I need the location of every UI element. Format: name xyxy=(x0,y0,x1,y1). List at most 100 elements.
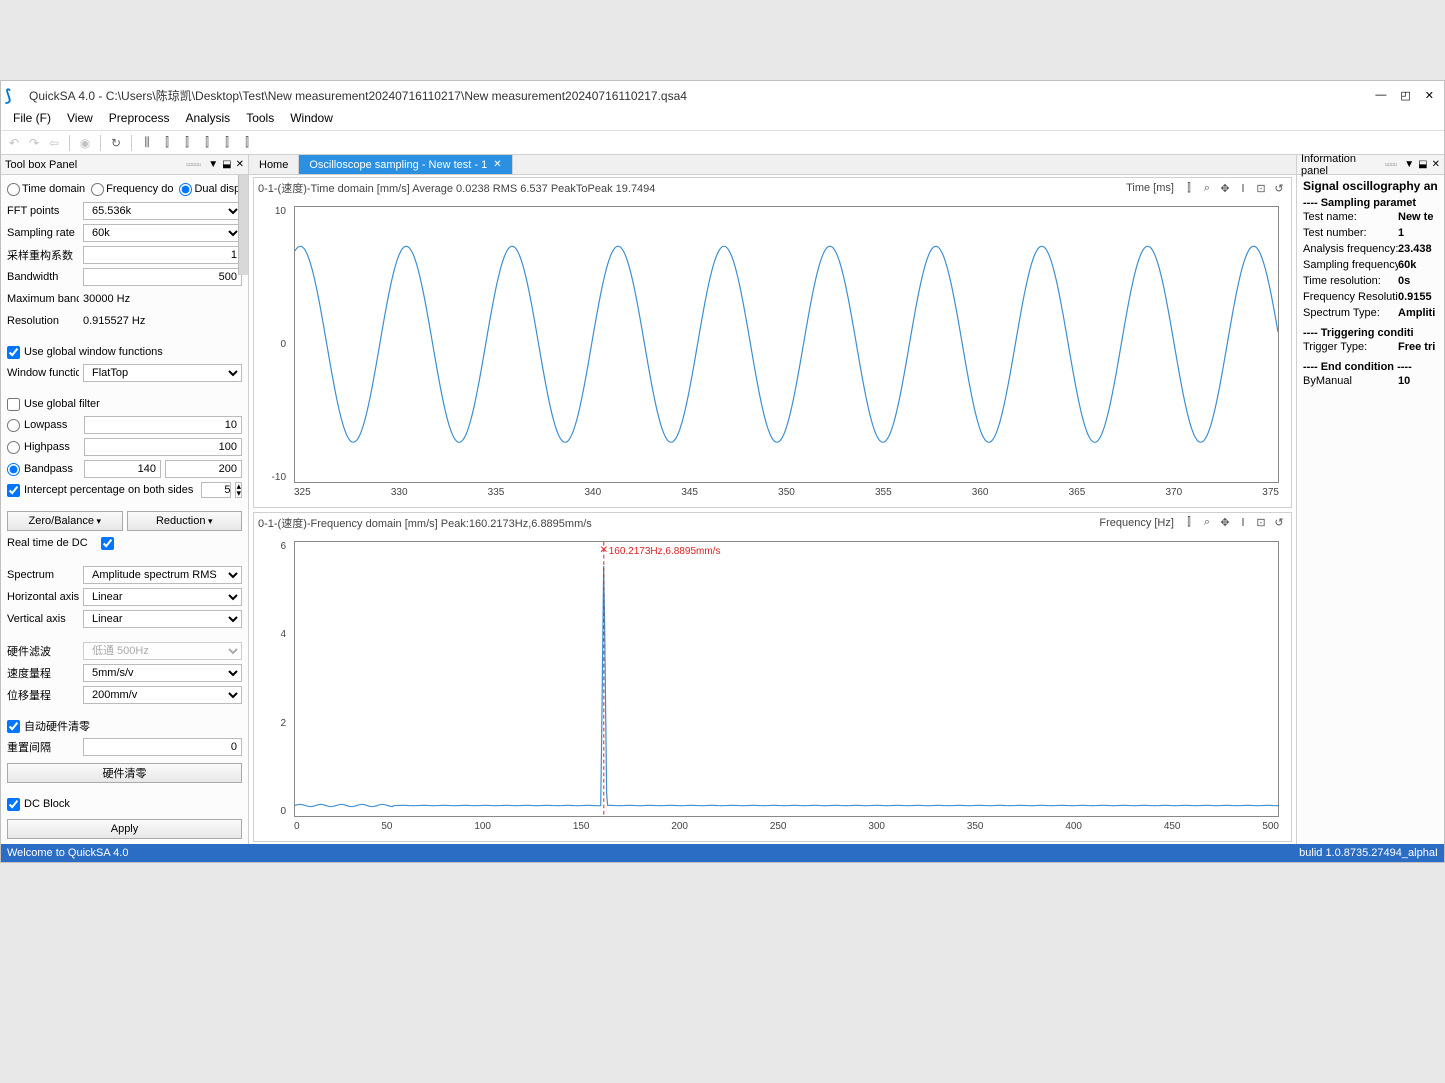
info-trigger-section: ---- Triggering conditi xyxy=(1303,327,1438,339)
reduction-button[interactable]: Reduction xyxy=(127,511,243,531)
freq-tool-zoom-icon[interactable]: ⌕ xyxy=(1199,515,1215,531)
spectrum-select[interactable]: Amplitude spectrum RMS xyxy=(83,566,242,584)
info-pin-icon[interactable]: ⬓ xyxy=(1418,159,1427,170)
refresh-icon[interactable]: ↻ xyxy=(107,134,125,152)
hw-filter-select[interactable]: 低通 500Hz xyxy=(83,642,242,660)
time-domain-radio[interactable] xyxy=(7,183,20,196)
dual-display-radio[interactable] xyxy=(179,183,192,196)
lowpass-input[interactable] xyxy=(84,416,242,434)
highpass-radio[interactable] xyxy=(7,441,20,454)
maximize-button[interactable]: ◰ xyxy=(1400,89,1410,102)
bandpass-radio[interactable] xyxy=(7,463,20,476)
menu-view[interactable]: View xyxy=(59,109,101,130)
freq-tool-reset-icon[interactable]: ↺ xyxy=(1271,515,1287,531)
status-right: bulid 1.0.8735.27494_alphaI xyxy=(1299,847,1438,859)
use-global-window-check[interactable] xyxy=(7,346,20,359)
tab-close-icon[interactable]: ✕ xyxy=(493,159,501,170)
auto-hw-zero-check[interactable] xyxy=(7,720,20,733)
info-row: Test number:1 xyxy=(1303,227,1438,243)
freq-tool-cursors-icon[interactable]: ⫿ xyxy=(1181,515,1197,531)
freq-domain-radio[interactable] xyxy=(91,183,104,196)
menu-tools[interactable]: Tools xyxy=(238,109,282,130)
toolbox-close-icon[interactable]: ✕ xyxy=(236,159,244,170)
info-dropdown-icon[interactable]: ▼ xyxy=(1404,159,1414,170)
app-logo: ⟆ xyxy=(5,86,23,104)
apply-button[interactable]: Apply xyxy=(7,819,242,839)
rt-dc-check[interactable] xyxy=(101,537,114,550)
display-mode-group: Time domain Frequency do Dual display xyxy=(7,179,242,199)
info-row: Test name:New te xyxy=(1303,211,1438,227)
intercept-check[interactable] xyxy=(7,484,20,497)
menu-file[interactable]: File (F) xyxy=(5,109,59,130)
bars-icon[interactable]: ⫼ xyxy=(138,134,156,152)
window-title: QuickSA 4.0 - C:\Users\陈琼凯\Desktop\Test\… xyxy=(29,87,1375,104)
resolution-value: 0.915527 Hz xyxy=(83,315,145,327)
minimize-button[interactable]: — xyxy=(1375,89,1386,102)
status-left: Welcome to QuickSA 4.0 xyxy=(7,847,1299,859)
align2-icon[interactable]: ⫿ xyxy=(178,134,196,152)
close-button[interactable]: ✕ xyxy=(1425,89,1434,102)
freq-peak-label: 160.2173Hz,6.8895mm/s xyxy=(609,546,721,557)
info-main-title: Signal oscillography an xyxy=(1303,179,1438,193)
menu-analysis[interactable]: Analysis xyxy=(178,109,239,130)
info-row: Analysis frequency:23.438 xyxy=(1303,243,1438,259)
info-row: Spectrum Type:Ampliti xyxy=(1303,307,1438,323)
freq-tool-fit-icon[interactable]: ⊡ xyxy=(1253,515,1269,531)
freq-tool-pan-icon[interactable]: ✥ xyxy=(1217,515,1233,531)
titlebar: ⟆ QuickSA 4.0 - C:\Users\陈琼凯\Desktop\Tes… xyxy=(1,81,1444,109)
info-row: ByManual10 xyxy=(1303,375,1438,391)
time-tool-reset-icon[interactable]: ↺ xyxy=(1271,180,1287,196)
align3-icon[interactable]: ⫿ xyxy=(198,134,216,152)
time-tool-zoom-icon[interactable]: ⌕ xyxy=(1199,180,1215,196)
time-tool-pan-icon[interactable]: ✥ xyxy=(1217,180,1233,196)
bandpass-low-input[interactable] xyxy=(84,460,161,478)
use-global-filter-check[interactable] xyxy=(7,398,20,411)
toolbox-dropdown-icon[interactable]: ▼ xyxy=(208,159,218,170)
tab-home[interactable]: Home xyxy=(249,155,299,174)
vel-range-select[interactable]: 5mm/s/v xyxy=(83,664,242,682)
info-sampling-section: ---- Sampling paramet xyxy=(1303,197,1438,209)
intercept-input[interactable] xyxy=(201,482,231,498)
time-tool-fit-icon[interactable]: ⊡ xyxy=(1253,180,1269,196)
redo-icon[interactable]: ↷ xyxy=(25,134,43,152)
undo-icon[interactable]: ↶ xyxy=(5,134,23,152)
dc-block-check[interactable] xyxy=(7,798,20,811)
reconstruct-coef-input[interactable] xyxy=(83,246,242,264)
time-tool-cursors-icon[interactable]: ⫿ xyxy=(1181,180,1197,196)
freq-chart-title: 0-1-(速度)-Frequency domain [mm/s] Peak:16… xyxy=(258,515,1099,531)
freq-tool-textcursor-icon[interactable]: Ⅰ xyxy=(1235,515,1251,531)
zero-balance-button[interactable]: Zero/Balance xyxy=(7,511,123,531)
menu-preprocess[interactable]: Preprocess xyxy=(101,109,178,130)
time-chart-body[interactable]: 100-10 325330335340345350355360365370375 xyxy=(254,198,1291,507)
toolbox-title: Tool box Panel xyxy=(5,159,182,171)
intercept-spinner[interactable]: ▴▾ xyxy=(235,482,242,498)
toolbar: ↶ ↷ ⇦ ◉ ↻ ⫼ ⫿ ⫿ ⫿ ⫿ ⫿ xyxy=(1,131,1444,155)
sampling-rate-select[interactable]: 60k xyxy=(83,224,242,242)
info-panel: Information panel ▫▫▫▫ ▼ ⬓ ✕ Signal osci… xyxy=(1296,155,1444,844)
bandpass-high-input[interactable] xyxy=(165,460,242,478)
hw-clear-button[interactable]: 硬件清零 xyxy=(7,763,242,783)
time-chart-pane: 0-1-(速度)-Time domain [mm/s] Average 0.02… xyxy=(253,177,1292,508)
reset-interval-input[interactable] xyxy=(83,738,242,756)
freq-chart-pane: 0-1-(速度)-Frequency domain [mm/s] Peak:16… xyxy=(253,512,1292,843)
lowpass-radio[interactable] xyxy=(7,419,20,432)
v-axis-select[interactable]: Linear xyxy=(83,610,242,628)
align1-icon[interactable]: ⫿ xyxy=(158,134,176,152)
max-band-value: 30000 Hz xyxy=(83,293,130,305)
h-axis-select[interactable]: Linear xyxy=(83,588,242,606)
highpass-input[interactable] xyxy=(84,438,242,456)
fft-points-select[interactable]: 65.536k xyxy=(83,202,242,220)
freq-chart-body[interactable]: 6420 × 160.2173Hz,6.8895mm/s 05010015020… xyxy=(254,533,1291,842)
menu-window[interactable]: Window xyxy=(282,109,341,130)
toolbox-pin-icon[interactable]: ⬓ xyxy=(222,159,231,170)
bandwidth-input[interactable] xyxy=(83,268,242,286)
back-icon[interactable]: ⇦ xyxy=(45,134,63,152)
disp-range-select[interactable]: 200mm/v xyxy=(83,686,242,704)
tab-oscilloscope[interactable]: Oscilloscope sampling - New test - 1✕ xyxy=(299,155,512,174)
record-icon[interactable]: ◉ xyxy=(76,134,94,152)
window-fn-select[interactable]: FlatTop xyxy=(83,364,242,382)
align4-icon[interactable]: ⫿ xyxy=(218,134,236,152)
info-close-icon[interactable]: ✕ xyxy=(1432,159,1440,170)
time-tool-textcursor-icon[interactable]: Ⅰ xyxy=(1235,180,1251,196)
align5-icon[interactable]: ⫿ xyxy=(238,134,256,152)
